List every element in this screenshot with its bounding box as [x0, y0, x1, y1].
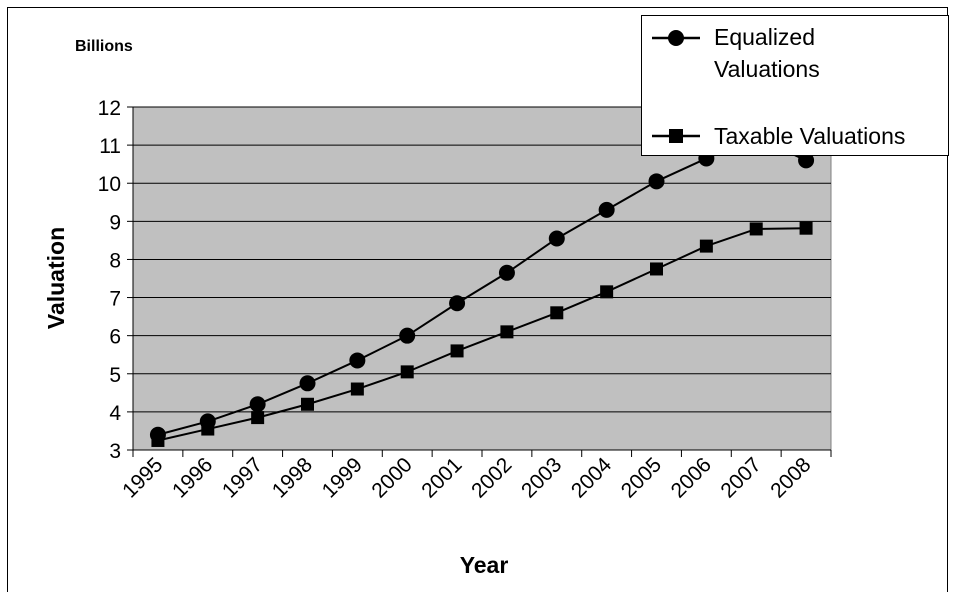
- y-tick-label: 11: [99, 135, 121, 158]
- series-layer: [149, 129, 815, 447]
- data-point-circle: [399, 327, 416, 344]
- legend-marker-circle: [668, 30, 684, 46]
- unit-label: Billions: [75, 38, 133, 55]
- series-line: [157, 136, 807, 436]
- data-point-circle: [249, 396, 266, 413]
- data-point-square: [251, 411, 265, 425]
- data-point-square: [699, 239, 713, 253]
- legend-label-equalized-line2: Valuations: [714, 56, 820, 82]
- y-tick-label: 6: [109, 326, 121, 349]
- legend: Equalized Valuations Taxable Valuations: [641, 15, 949, 156]
- data-point-square: [749, 222, 763, 236]
- data-point-square: [450, 344, 464, 358]
- data-point-square: [799, 221, 813, 235]
- data-point-circle: [598, 201, 615, 218]
- data-point-square: [500, 325, 514, 339]
- y-axis-title: Valuation: [43, 227, 69, 329]
- legend-label-taxable: Taxable Valuations: [714, 123, 905, 149]
- data-point-square: [400, 365, 414, 379]
- x-axis-title: Year: [460, 552, 509, 578]
- data-point-square: [151, 433, 165, 447]
- data-point-circle: [648, 173, 665, 190]
- series-line: [157, 227, 807, 442]
- data-point-circle: [349, 352, 366, 369]
- data-point-square: [600, 285, 614, 299]
- y-tick-label: 12: [98, 97, 121, 120]
- data-point-circle: [548, 230, 565, 247]
- legend-marker-square: [669, 129, 683, 143]
- y-tick-label: 3: [109, 440, 121, 463]
- y-tick-label: 9: [109, 211, 121, 234]
- y-tick-label: 7: [109, 288, 121, 311]
- data-point-square: [201, 422, 215, 436]
- y-tick-label: 10: [98, 173, 121, 196]
- y-tick-label: 4: [109, 402, 121, 425]
- y-tick-label: 8: [109, 249, 121, 272]
- data-point-square: [350, 382, 364, 396]
- plot-area: [132, 106, 832, 451]
- data-point-circle: [798, 152, 815, 169]
- legend-label-equalized-line1: Equalized: [714, 24, 815, 50]
- data-point-square: [650, 262, 663, 276]
- data-point-circle: [498, 264, 515, 281]
- data-point-square: [550, 306, 564, 320]
- data-point-circle: [449, 295, 466, 312]
- data-point-square: [301, 397, 314, 411]
- data-point-circle: [299, 375, 316, 392]
- y-tick-label: 5: [109, 364, 121, 387]
